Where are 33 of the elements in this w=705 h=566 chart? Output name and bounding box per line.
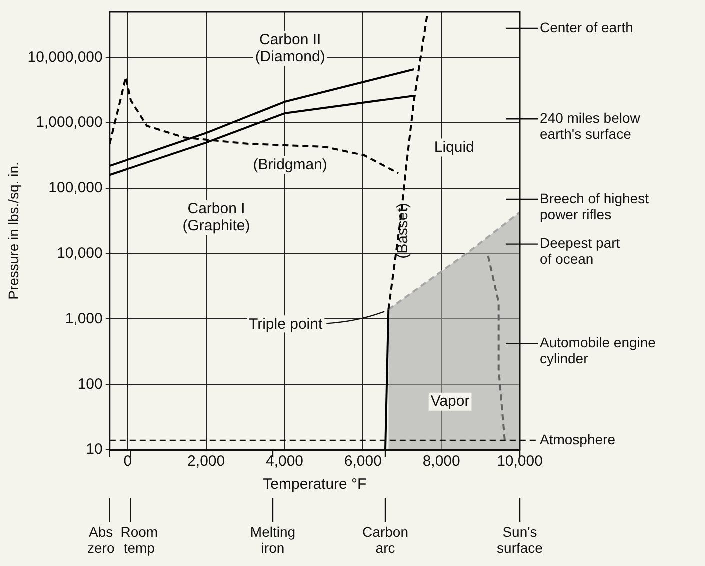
y-tick-label: 100 [78,376,103,393]
ref-line-label: Automobile engine cylinder [540,334,656,367]
annotation: Carbon II (Diamond) [255,31,326,66]
y-tick-label: 10,000,000 [28,48,103,66]
ref-line-label: Atmosphere [540,431,616,448]
annotation: Liquid [434,138,474,156]
y-tick-label: 1,000 [65,310,103,328]
ref-line-label: Deepest part of ocean [540,235,620,268]
x-tick-label: 4,000 [266,453,304,470]
x-axis-title: Temperature °F [263,476,367,494]
ref-line-label: Room temp [120,524,158,556]
ref-line-label: Center of earth [540,19,634,36]
y-tick-label: 10 [86,441,103,458]
x-tick-label: 6,000 [344,453,382,470]
ref-line-label: Breech of highest power rifles [540,190,650,222]
x-tick-label: 2,000 [188,453,226,470]
annotation: Vapor [430,392,470,410]
x-tick-label: 8,000 [422,453,460,470]
annotation: Triple point [248,316,324,333]
x-tick-label: 0 [124,453,132,470]
ref-line-label: Melting iron [250,524,296,556]
y-tick-label: 100,000 [48,180,103,197]
annotation: Carbon I (Graphite) [182,200,250,234]
ref-line-label: Carbon arc [362,524,408,556]
ref-line-label: Sun's surface [497,524,544,556]
y-tick-label: 1,000,000 [36,114,103,132]
annotation: (Bridgman) [253,156,328,174]
ref-line-label: 240 miles below earth's surface [540,110,642,142]
annotation: (Basset) [394,203,412,259]
y-axis-title: Pressure in lbs./sq. in. [5,162,22,300]
y-tick-label: 10,000 [56,244,103,262]
ref-line-label: Abs zero [88,524,115,556]
x-tick-label: 10,000 [497,453,543,470]
